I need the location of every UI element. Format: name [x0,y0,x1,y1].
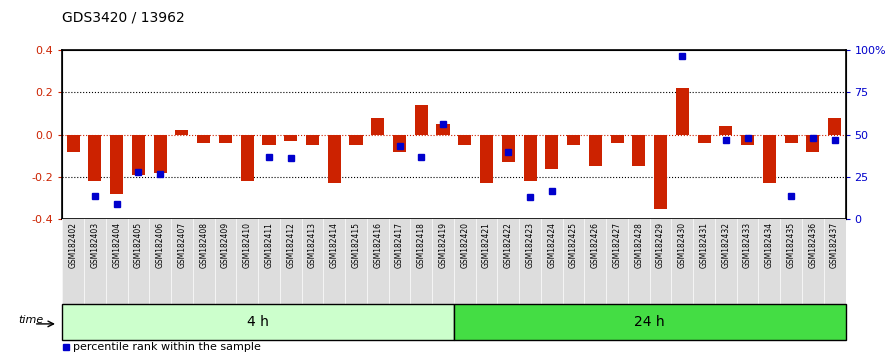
Text: GSM182429: GSM182429 [656,222,665,268]
Bar [546,135,558,169]
Text: GSM182430: GSM182430 [678,222,687,268]
Text: GSM182413: GSM182413 [308,222,317,268]
Text: GSM182404: GSM182404 [112,222,121,268]
Bar [698,135,710,143]
Bar [632,135,645,166]
Text: GSM182432: GSM182432 [721,222,731,268]
Bar [785,135,797,143]
Text: GSM182437: GSM182437 [830,222,839,268]
Text: GSM182426: GSM182426 [591,222,600,268]
Bar [110,135,123,194]
Bar [62,328,70,338]
Text: GSM182419: GSM182419 [439,222,448,268]
Text: GSM182411: GSM182411 [264,222,273,268]
Bar [458,135,472,145]
Text: GSM182403: GSM182403 [91,222,100,268]
Bar [284,135,297,141]
Bar [198,135,210,143]
Text: GSM182417: GSM182417 [395,222,404,268]
Bar [523,135,537,181]
Bar [567,135,580,145]
Bar [611,135,624,143]
Bar [676,88,689,135]
Bar [828,118,841,135]
Text: GSM182424: GSM182424 [547,222,556,268]
Bar [502,135,514,162]
Bar [371,118,384,135]
Bar [654,135,668,209]
Text: GSM182412: GSM182412 [287,222,295,268]
Text: GDS3420 / 13962: GDS3420 / 13962 [62,11,185,25]
Bar [132,135,145,175]
Bar [480,135,493,183]
Bar [763,135,776,183]
Text: GSM182406: GSM182406 [156,222,165,268]
Text: GSM182402: GSM182402 [69,222,77,268]
Text: GSM182427: GSM182427 [612,222,621,268]
Text: GSM182420: GSM182420 [460,222,469,268]
Bar [175,130,189,135]
Bar [240,135,254,181]
Bar [219,135,232,143]
Bar [393,135,406,152]
Text: 24 h: 24 h [635,315,665,329]
Text: GSM182405: GSM182405 [134,222,143,268]
Text: GSM182428: GSM182428 [635,222,643,268]
Bar [328,135,341,183]
Bar [306,135,319,145]
Text: percentile rank within the sample: percentile rank within the sample [74,342,262,352]
Text: GSM182433: GSM182433 [743,222,752,268]
Bar [415,105,428,135]
Text: GSM182421: GSM182421 [482,222,491,268]
Bar [589,135,602,166]
Text: time: time [18,315,43,325]
Text: GSM182407: GSM182407 [177,222,187,268]
Text: GSM182414: GSM182414 [329,222,339,268]
Text: GSM182423: GSM182423 [525,222,535,268]
Text: GSM182422: GSM182422 [504,222,513,268]
Text: GSM182436: GSM182436 [808,222,817,268]
Text: GSM182415: GSM182415 [352,222,360,268]
Bar [88,135,101,181]
Text: GSM182408: GSM182408 [199,222,208,268]
Text: 4 h: 4 h [247,315,269,329]
Text: GSM182410: GSM182410 [243,222,252,268]
Bar [350,135,362,145]
Text: GSM182435: GSM182435 [787,222,796,268]
Text: GSM182434: GSM182434 [765,222,774,268]
Bar [154,135,166,173]
Bar [741,135,754,145]
Text: GSM182431: GSM182431 [700,222,708,268]
Bar [263,135,276,145]
Text: log e ratio: log e ratio [74,328,130,338]
Bar [67,135,80,152]
Bar [719,126,732,135]
Text: GSM182418: GSM182418 [417,222,425,268]
Bar [436,124,449,135]
Bar [806,135,820,152]
Text: GSM182409: GSM182409 [221,222,230,268]
Text: GSM182425: GSM182425 [569,222,578,268]
Text: GSM182416: GSM182416 [373,222,383,268]
